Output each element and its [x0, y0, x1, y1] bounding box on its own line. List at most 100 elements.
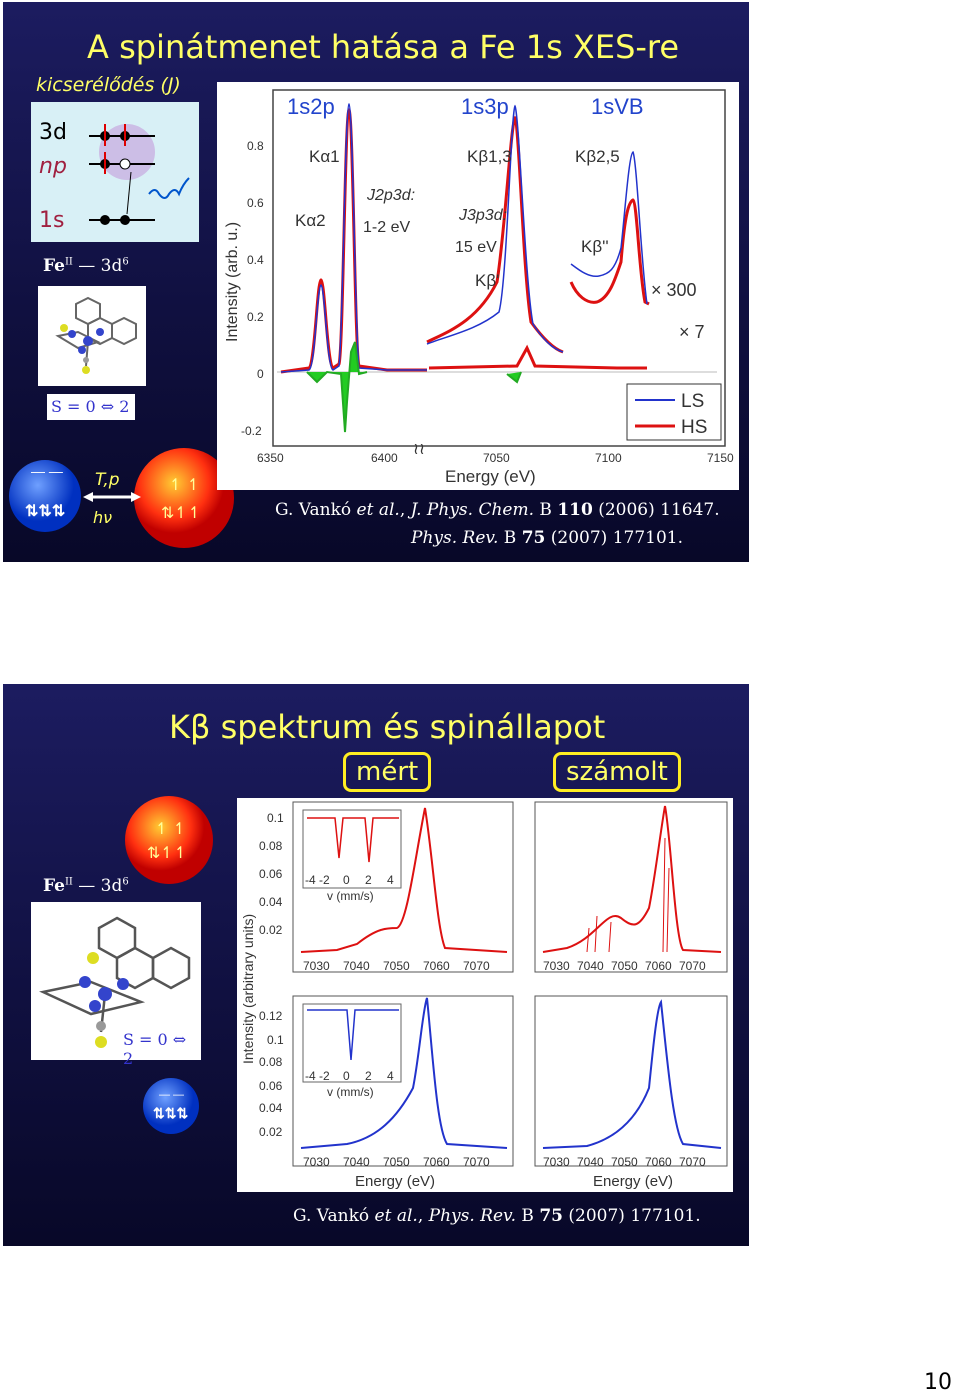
- xtick-label: 7060: [423, 1155, 450, 1169]
- citation-journal: J. Phys. Chem.: [410, 500, 534, 520]
- ls-ball: — — ⇅⇅⇅: [143, 1078, 199, 1134]
- xtick-label: 7050: [611, 1155, 638, 1169]
- svg-text:⇅⇅⇅: ⇅⇅⇅: [25, 503, 65, 520]
- citation-volume: 75: [521, 528, 546, 548]
- ytick-label: 0.1: [267, 811, 284, 825]
- citation-3: G. Vankó et al., Phys. Rev. B 75 (2007) …: [293, 1206, 701, 1226]
- svg-text:— —: — —: [31, 463, 63, 479]
- citation-series: B: [534, 500, 558, 520]
- kbeta-spectra-panel: 0.1 0.08 0.06 0.04 0.02 0.12 0.1 0.08 0.…: [237, 798, 733, 1192]
- inset-xlabel: v (mm/s): [327, 889, 374, 903]
- ytick-label: 0.02: [259, 923, 283, 937]
- citation-series: B: [498, 528, 522, 548]
- slide-1-title: A spinátmenet hatása a Fe 1s XES-re: [87, 28, 680, 66]
- xtick-label: 7100: [595, 451, 622, 465]
- xtick-label: 7040: [577, 959, 604, 973]
- xtick-label: 7070: [463, 1155, 490, 1169]
- svg-text:↿ ↿: ↿ ↿: [155, 821, 186, 838]
- xtick-label: 7030: [303, 959, 330, 973]
- xtick-label: 6400: [371, 451, 398, 465]
- fe-oxidation: II: [64, 876, 73, 888]
- j3p3d-value: 15 eV: [455, 239, 497, 256]
- xtick-label: 7050: [383, 959, 410, 973]
- slide-2-title: Kβ spektrum és spinállapot: [169, 708, 606, 746]
- ytick-label: 0.1: [267, 1033, 284, 1047]
- citation-journal: Phys. Rev.: [411, 528, 499, 548]
- xes-spectrum-chart: 0.8 0.6 0.4 0.2 0 -0.2 6350 6400 7050 71…: [224, 89, 734, 486]
- j2p3d-label: J2p3d:: [366, 187, 415, 204]
- legend-label-hs: HS: [681, 417, 707, 438]
- ytick-label: 0.02: [259, 1125, 283, 1139]
- slide-2: Kβ spektrum és spinállapot mért számolt …: [3, 684, 749, 1246]
- fe-oxidation: II: [64, 256, 73, 268]
- fe-config-label-2: FeII — 3d6: [43, 876, 129, 896]
- hs-ball: ↿ ↿ ⇅↿↿: [125, 796, 213, 884]
- molecule-graphic-2: [39, 916, 191, 1048]
- xtick-label: 7030: [543, 1155, 570, 1169]
- xes-spectrum-panel: 0.8 0.6 0.4 0.2 0 -0.2 6350 6400 7050 71…: [217, 82, 739, 490]
- inset-xlabel: v (mm/s): [327, 1085, 374, 1099]
- citation-2: Phys. Rev. B 75 (2007) 177101.: [411, 528, 683, 548]
- xtick-label: 7070: [679, 1155, 706, 1169]
- fe-config-label: FeII — 3d6: [43, 256, 129, 276]
- ytick-label: 0.12: [259, 1009, 283, 1023]
- citation-pages: (2006) 11647.: [592, 500, 720, 520]
- molecule-graphic: [55, 296, 137, 374]
- inset-xtick: 0: [343, 1069, 350, 1083]
- x-axis-label: Energy (eV): [355, 1173, 435, 1190]
- ytick-label: 0: [257, 367, 264, 381]
- xtick-label: 7040: [577, 1155, 604, 1169]
- citation-sep: ,: [399, 500, 411, 520]
- inset-xtick: 2: [365, 1069, 372, 1083]
- citation-etal: et al.: [356, 500, 400, 520]
- inset-xtick: 2: [365, 873, 372, 887]
- citation-1: G. Vankó et al., J. Phys. Chem. B 110 (2…: [275, 500, 720, 520]
- orbital-label-np: np: [39, 154, 67, 179]
- fe-config-power: 6: [122, 256, 129, 268]
- spin-transition-diagram: — — ⇅⇅⇅ ↿ ↿ ⇅↿↿: [9, 448, 234, 548]
- x-axis-label: Energy (eV): [445, 467, 536, 486]
- svg-text:↿ ↿: ↿ ↿: [169, 477, 200, 494]
- multiplier-300: × 300: [651, 280, 697, 300]
- citation-author: G. Vankó: [275, 500, 357, 520]
- xtick-label: 7050: [383, 1155, 410, 1169]
- ytick-label: 0.04: [259, 1101, 283, 1115]
- region-label: 1s3p: [461, 94, 509, 119]
- inset-xtick: 4: [387, 873, 394, 887]
- x-axis-label: Energy (eV): [593, 1173, 673, 1190]
- xtick-label: 7060: [645, 959, 672, 973]
- spin-state-label: S = 0 ⇔ 2: [47, 394, 135, 420]
- xtick-label: 6350: [257, 451, 284, 465]
- ytick-label: 0.2: [247, 310, 264, 324]
- j2p3d-value: 1-2 eV: [363, 219, 410, 236]
- fe-config: — 3d: [78, 256, 123, 276]
- measured-tag: mért: [343, 752, 432, 792]
- ytick-label: -0.2: [241, 424, 262, 438]
- y-axis-label: Intensity (arbitrary units): [240, 914, 256, 1064]
- citation-series: B: [516, 1206, 540, 1226]
- molecule-image-2: S = 0 ⇔ 2: [31, 902, 201, 1068]
- citation-volume: 75: [539, 1206, 563, 1226]
- inset-xtick: -2: [319, 1069, 330, 1083]
- citation-sep: ,: [417, 1206, 429, 1226]
- xtick-label: 7050: [611, 959, 638, 973]
- ytick-label: 0.4: [247, 253, 264, 267]
- transition-label-tp: T,p: [95, 470, 120, 490]
- peak-label: Kα1: [309, 147, 340, 166]
- svg-text:⇅⇅⇅: ⇅⇅⇅: [153, 1105, 188, 1121]
- ytick-label: 0.06: [259, 1079, 283, 1093]
- xtick-label: 7030: [303, 1155, 330, 1169]
- slide-1: A spinátmenet hatása a Fe 1s XES-re kics…: [3, 2, 749, 562]
- orbital-diagram: 3d np 1s: [31, 102, 199, 242]
- citation-author: G. Vankó: [293, 1206, 375, 1226]
- exchange-label: kicserélődés (J): [36, 74, 181, 96]
- xtick-label: 7070: [679, 959, 706, 973]
- citation-volume: 110: [557, 500, 593, 520]
- xtick-label: 7050: [483, 451, 510, 465]
- legend-label-ls: LS: [681, 391, 704, 412]
- svg-text:⇅↿↿: ⇅↿↿: [161, 505, 201, 522]
- inset-xtick: 4: [387, 1069, 394, 1083]
- xtick-label: 7060: [423, 959, 450, 973]
- molecule-image: [38, 286, 146, 386]
- j3p3d-label: J3p3d:: [458, 207, 507, 224]
